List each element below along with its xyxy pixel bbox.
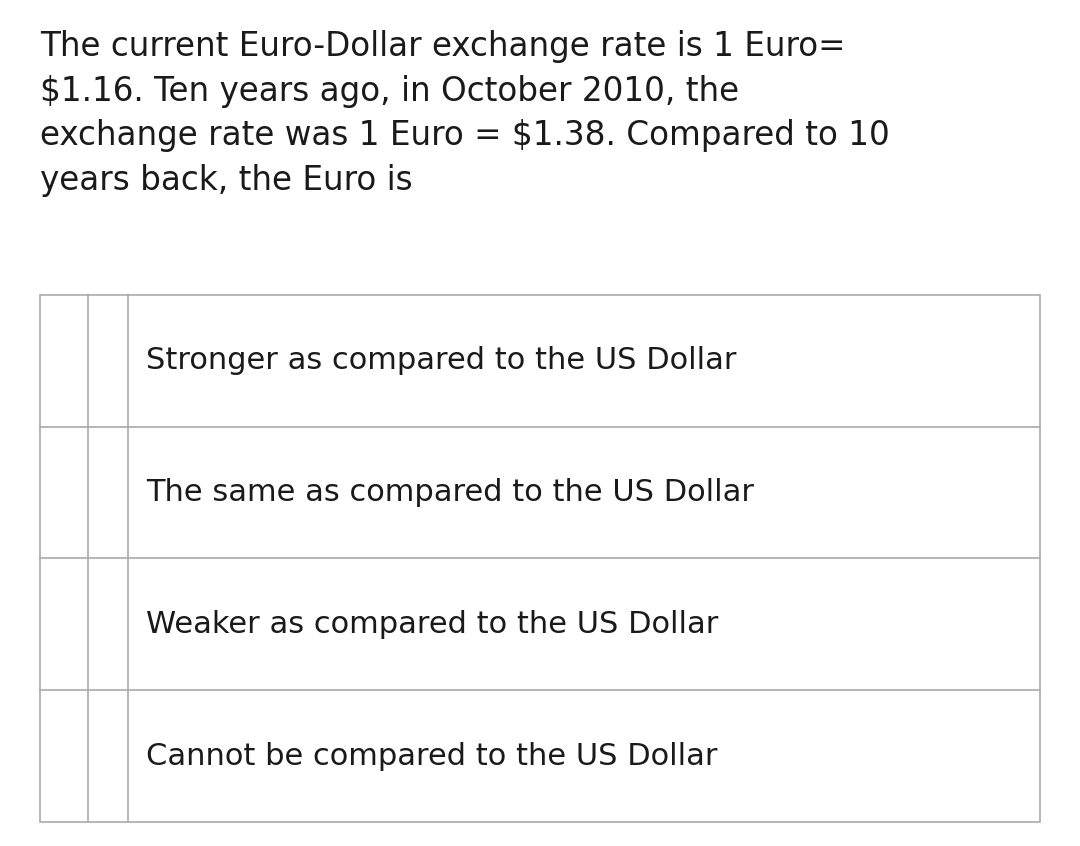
Text: Weaker as compared to the US Dollar: Weaker as compared to the US Dollar [146, 610, 718, 639]
Text: Stronger as compared to the US Dollar: Stronger as compared to the US Dollar [146, 346, 737, 376]
Bar [40, 295, 1040, 822]
Text: The same as compared to the US Dollar: The same as compared to the US Dollar [146, 478, 754, 507]
Text: Cannot be compared to the US Dollar: Cannot be compared to the US Dollar [146, 742, 717, 771]
Text: The current Euro-Dollar exchange rate is 1 Euro=
$1.16. Ten years ago, in Octobe: The current Euro-Dollar exchange rate is… [40, 30, 890, 197]
